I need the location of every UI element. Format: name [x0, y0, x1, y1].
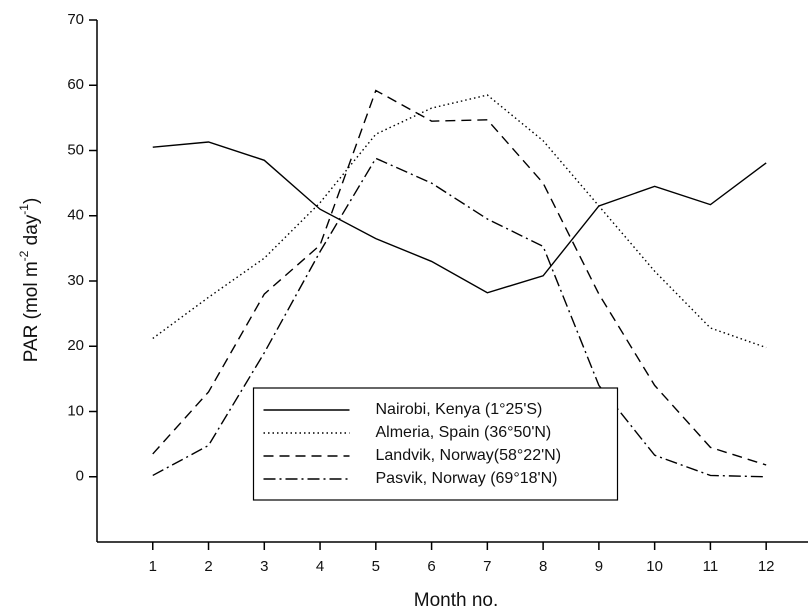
y-label-part: day: [21, 214, 42, 250]
x-tick-label: 5: [372, 558, 380, 575]
y-tick-label: 70: [67, 11, 84, 28]
data-line: [152, 89, 767, 466]
y-label-superscript: -2: [17, 250, 31, 261]
y-tick-label: 0: [76, 468, 84, 485]
y-tick-label: 60: [67, 76, 84, 93]
x-tick-label: 12: [758, 558, 775, 575]
x-tick-label: 2: [204, 558, 212, 575]
x-tick-label: 3: [260, 558, 268, 575]
x-tick-label: 1: [149, 558, 157, 575]
data-line: [152, 157, 767, 478]
legend-text: Almeria, Spain (36°50'N): [376, 424, 552, 441]
x-tick-label: 9: [595, 558, 603, 575]
y-label-part: ): [21, 198, 42, 204]
x-tick-label: 8: [539, 558, 547, 575]
y-axis-label: PAR (mol m-2 day-1): [17, 198, 42, 363]
legend-text: Pasvik, Norway (69°18'N): [376, 470, 558, 487]
y-tick-label: 50: [67, 141, 84, 158]
data-line: [152, 141, 767, 294]
y-tick-label: 20: [67, 337, 84, 354]
x-tick-label: 7: [483, 558, 491, 575]
x-tick-label: 11: [703, 558, 719, 575]
y-tick-label: 40: [67, 207, 84, 224]
legend-text: Landvik, Norway(58°22'N): [376, 447, 562, 464]
x-tick-label: 10: [646, 558, 663, 575]
legend-text: Nairobi, Kenya (1°25'S): [376, 401, 543, 418]
data-line: [152, 94, 767, 349]
x-tick-label: 4: [316, 558, 324, 575]
y-tick-label: 30: [67, 272, 84, 289]
y-tick-label: 10: [67, 402, 84, 419]
x-tick-label: 6: [427, 558, 435, 575]
legend-box: [252, 387, 619, 501]
y-label-superscript: -1: [17, 204, 31, 215]
x-axis-label: Month no.: [414, 590, 499, 611]
y-label-part: PAR (mol m: [21, 261, 42, 362]
